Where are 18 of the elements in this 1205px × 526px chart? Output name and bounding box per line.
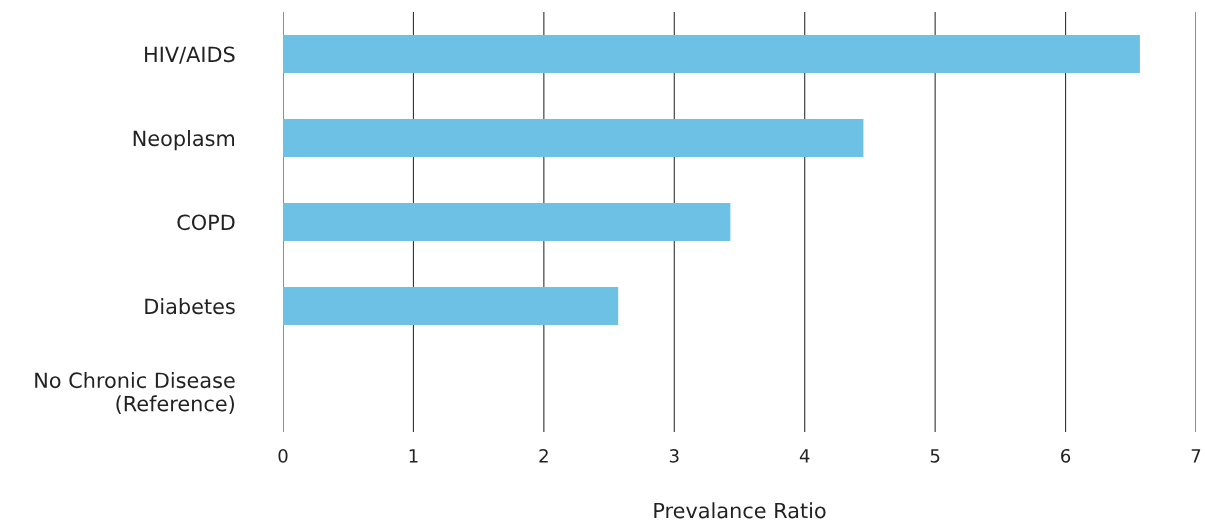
- x-axis-title: Prevalance Ratio: [654, 502, 826, 519]
- x-tick-label: 7: [1191, 449, 1201, 463]
- x-tick-label: 6: [1061, 448, 1071, 463]
- bar: [283, 203, 731, 241]
- y-tick-label: COPD: [177, 214, 235, 231]
- y-tick-label: HIV/AIDS: [145, 46, 235, 64]
- y-tick-label: Neoplasm: [133, 130, 235, 151]
- x-tick-label: 0: [278, 448, 288, 463]
- x-tick-label: 5: [930, 449, 940, 463]
- x-tick-label: 1: [409, 449, 418, 463]
- x-tick-label: 2: [539, 448, 548, 463]
- y-tick-label: Diabetes: [145, 298, 235, 315]
- bar: [283, 35, 1140, 73]
- x-tick-label: 4: [799, 449, 810, 463]
- x-tick-label: 3: [669, 448, 679, 463]
- y-tick-label: No Chronic Disease (Reference): [35, 372, 235, 414]
- bar: [283, 287, 619, 325]
- bar: [283, 119, 864, 157]
